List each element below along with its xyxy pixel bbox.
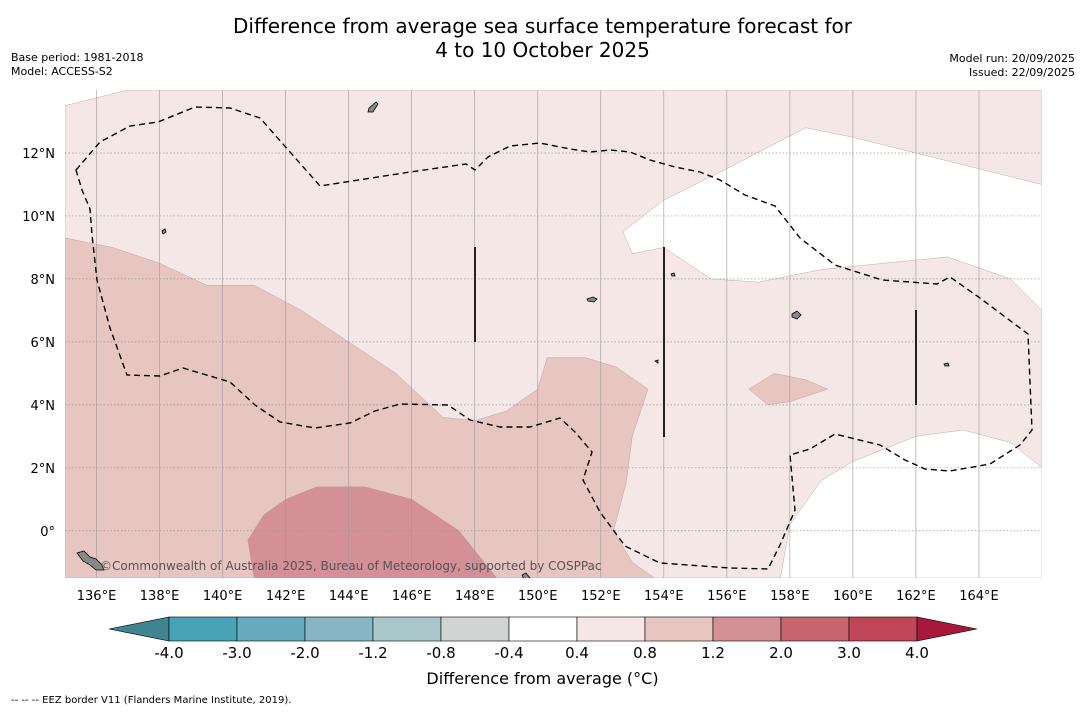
colorbar-extend-high xyxy=(916,616,978,642)
colorbar-tick-label: 2.0 xyxy=(769,644,793,662)
model-name: Model: ACCESS-S2 xyxy=(11,65,113,78)
x-tick-label: 144°E xyxy=(329,589,369,604)
colorbar-bin-3 xyxy=(372,616,442,642)
anomaly-regions xyxy=(65,90,1042,578)
base-period: Base period: 1981-2018 xyxy=(11,51,144,64)
y-tick-label: 12°N xyxy=(22,147,55,162)
x-tick-label: 146°E xyxy=(392,589,432,604)
colorbar-tick-label: -3.0 xyxy=(222,644,251,662)
x-tick-label: 140°E xyxy=(203,589,243,604)
y-tick-label: 0° xyxy=(40,525,55,540)
colorbar-extend-low xyxy=(108,616,170,642)
y-axis-ticks: 0° 2°N 4°N 6°N 8°N 10°N 12°N xyxy=(22,147,55,540)
x-tick-label: 156°E xyxy=(707,589,747,604)
y-tick-label: 6°N xyxy=(31,336,56,351)
model-run: Model run: 20/09/2025 xyxy=(949,52,1075,65)
region-4 xyxy=(748,373,829,406)
issued-date: Issued: 22/09/2025 xyxy=(968,66,1075,79)
x-tick-label: 154°E xyxy=(644,589,684,604)
x-tick-label: 150°E xyxy=(518,589,558,604)
chart-title: Difference from average sea surface temp… xyxy=(0,14,1085,62)
y-tick-label: 10°N xyxy=(22,210,55,225)
colorbar-bin-1 xyxy=(236,616,306,642)
x-tick-label: 160°E xyxy=(833,589,873,604)
x-tick-label: 152°E xyxy=(581,589,621,604)
y-tick-label: 8°N xyxy=(31,273,56,288)
title-line-1: Difference from average sea surface temp… xyxy=(232,14,852,38)
colorbar-bin-9 xyxy=(780,616,850,642)
colorbar-bin-6 xyxy=(576,616,646,642)
colorbar-bin-5 xyxy=(508,616,578,642)
x-tick-label: 136°E xyxy=(77,589,117,604)
x-tick-label: 158°E xyxy=(770,589,810,604)
island-pohnpei xyxy=(791,310,802,320)
x-tick-label: 138°E xyxy=(140,589,180,604)
colorbar-bin-10 xyxy=(848,616,918,642)
island-guam xyxy=(367,101,379,113)
island-nw xyxy=(521,572,531,578)
colorbar-bin-8 xyxy=(712,616,782,642)
region-2 xyxy=(780,429,1042,578)
colorbar-bin-7 xyxy=(644,616,714,642)
x-axis-ticks: 136°E 138°E 140°E 142°E 144°E 146°E 148°E 150°E… xyxy=(77,589,999,604)
colorbar-tick-label: -1.2 xyxy=(358,644,387,662)
plot-area: ©Commonwealth of Australia 2025, Bureau … xyxy=(65,90,1042,578)
colorbar-tick-label: -0.8 xyxy=(426,644,455,662)
x-tick-label: 162°E xyxy=(896,589,936,604)
title-line-2: 4 to 10 October 2025 xyxy=(435,38,650,62)
x-tick-label: 142°E xyxy=(266,589,306,604)
x-tick-label: 164°E xyxy=(959,589,999,604)
copyright-notice: ©Commonwealth of Australia 2025, Bureau … xyxy=(100,559,602,573)
x-tick-label: 148°E xyxy=(455,589,495,604)
island-small-2 xyxy=(654,359,659,364)
eez-borders xyxy=(75,106,1033,570)
eez-border-west xyxy=(75,106,1033,570)
island-yap xyxy=(161,228,167,235)
colorbar-bin-4 xyxy=(440,616,510,642)
y-tick-label: 2°N xyxy=(31,462,56,477)
island-chuuk xyxy=(586,296,598,303)
colorbar-tick-label: -0.4 xyxy=(494,644,523,662)
island-small-1 xyxy=(670,272,676,277)
colorbar-tick-label: -2.0 xyxy=(290,644,319,662)
island-manus xyxy=(76,550,105,571)
island-kosrae xyxy=(943,362,950,367)
eez-legend-note: -- -- -- EEZ border V11 (Flanders Marine… xyxy=(11,695,292,706)
colorbar-tick-label: 4.0 xyxy=(905,644,929,662)
eez-zone-dividers xyxy=(474,247,917,437)
colorbar-bin-0 xyxy=(168,616,238,642)
colorbar: -4.0 -3.0 -2.0 -1.2 -0.8 -0.4 0.4 0.8 1.2 2.0 3.0 4… xyxy=(108,616,978,662)
colorbar-tick-label: -4.0 xyxy=(154,644,183,662)
colorbar-tick-label: 0.4 xyxy=(565,644,589,662)
colorbar-tick-label: 1.2 xyxy=(701,644,725,662)
colorbar-tick-label: 3.0 xyxy=(837,644,861,662)
region-5 xyxy=(247,486,498,578)
islands xyxy=(76,101,950,578)
colorbar-tick-label: 0.8 xyxy=(633,644,657,662)
colorbar-bin-2 xyxy=(304,616,374,642)
y-tick-label: 4°N xyxy=(31,399,56,414)
run-info: Model run: 20/09/2025 Issued: 22/09/2025 xyxy=(949,52,1075,80)
colorbar-label: Difference from average (°C) xyxy=(426,669,659,688)
model-info: Base period: 1981-2018 Model: ACCESS-S2 xyxy=(11,51,143,79)
